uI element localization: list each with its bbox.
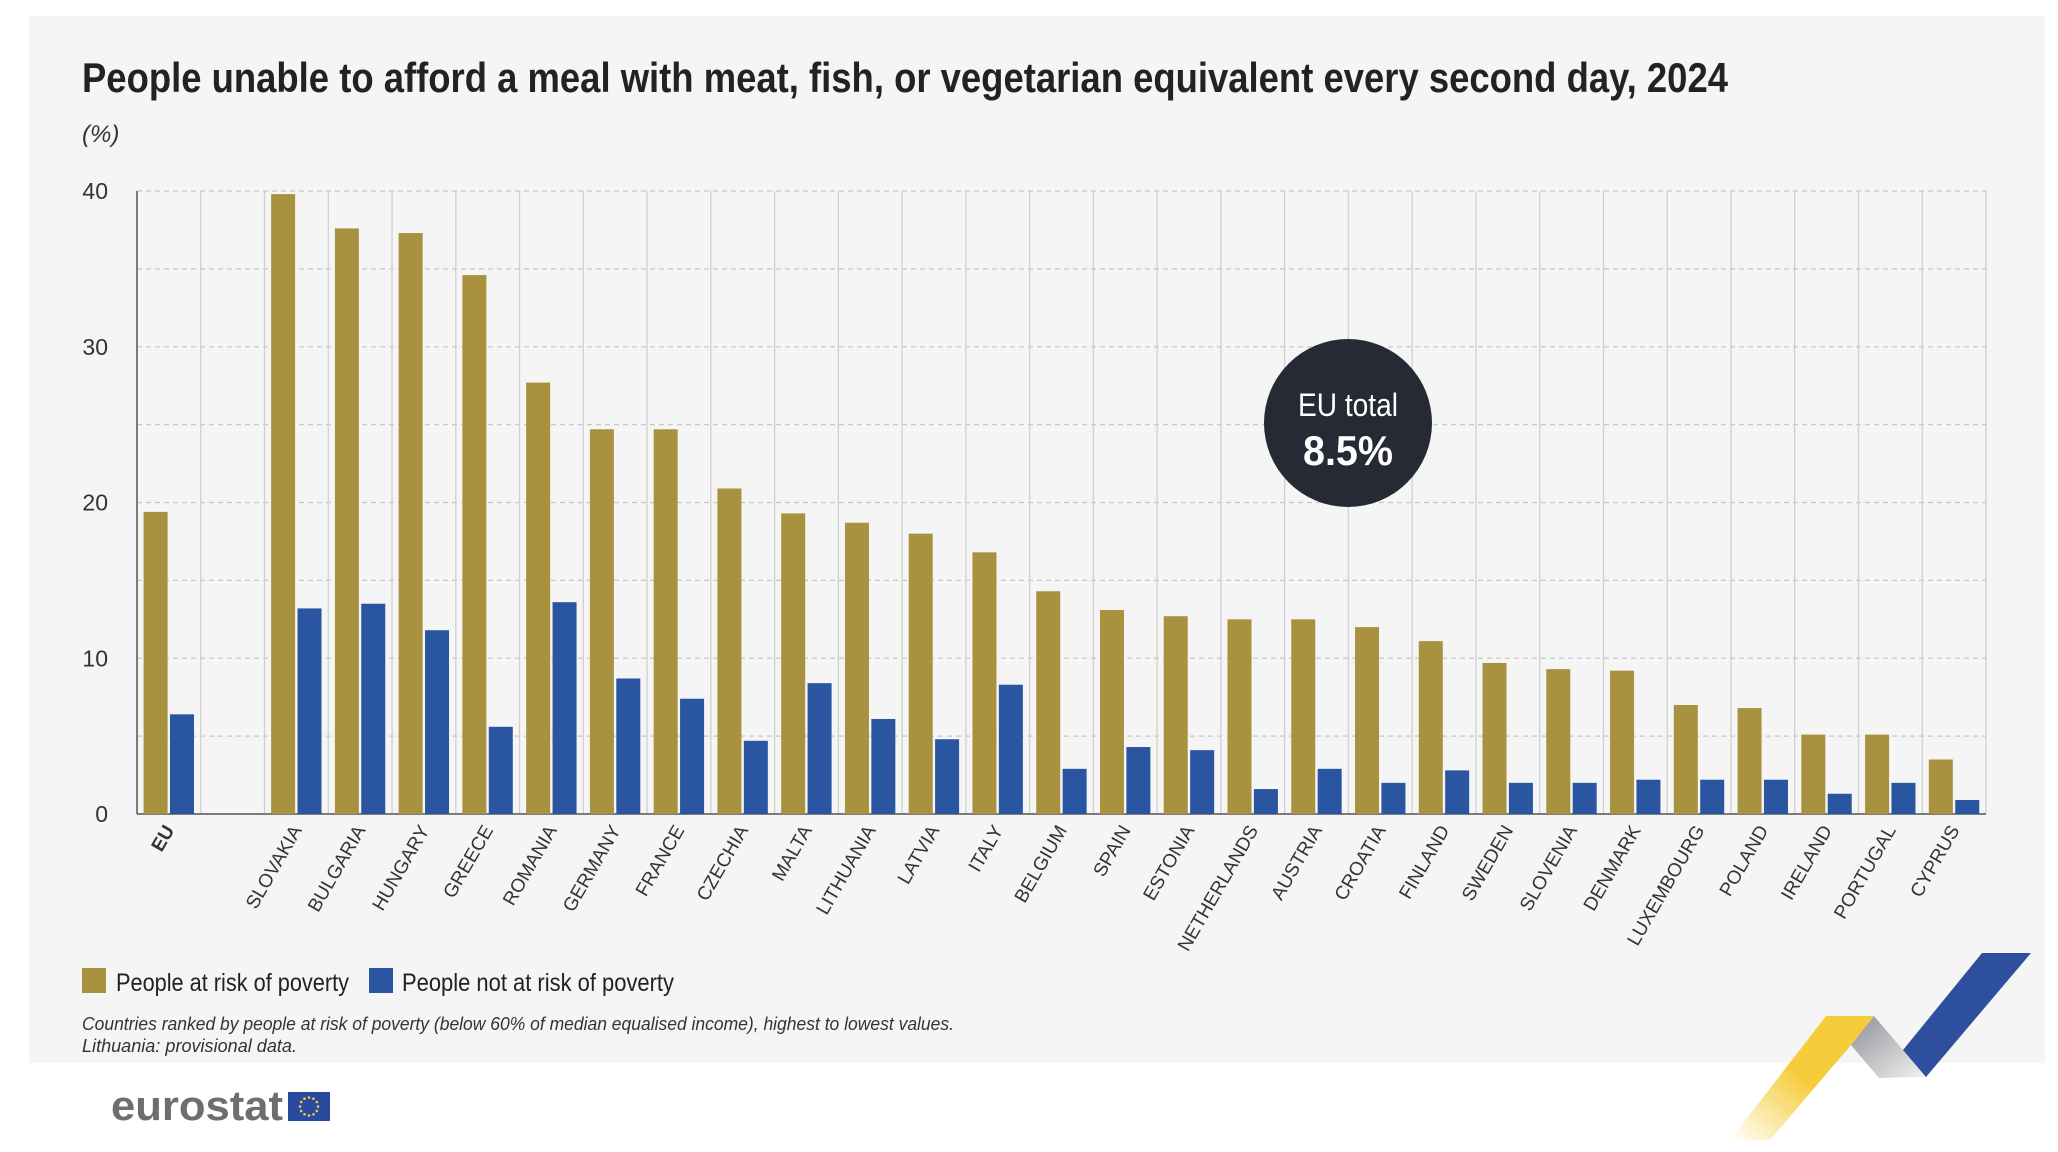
eu-stars-icon xyxy=(298,1096,320,1117)
eu-total-value: 8.5% xyxy=(1303,427,1393,474)
eu-star xyxy=(299,1100,303,1104)
bar-not-at-risk-romania xyxy=(552,602,577,814)
bar-not-at-risk-bulgaria xyxy=(361,603,386,814)
bar-at-risk-latvia xyxy=(908,533,933,814)
bar-at-risk-france xyxy=(653,429,678,814)
bar-at-risk-lithuania xyxy=(844,522,869,814)
bar-not-at-risk-czechia xyxy=(743,740,768,814)
bar-not-at-risk-finland xyxy=(1445,770,1470,814)
bar-not-at-risk-cyprus xyxy=(1955,799,1980,814)
bars xyxy=(143,194,1980,815)
decorative-ribbon xyxy=(1730,953,2031,1140)
bar-not-at-risk-ireland xyxy=(1827,793,1852,814)
chart-title: People unable to afford a meal with meat… xyxy=(82,54,1729,101)
eu-star xyxy=(315,1109,319,1113)
bar-at-risk-italy xyxy=(972,552,997,814)
bar-at-risk-greece xyxy=(462,275,487,815)
bar-not-at-risk-poland xyxy=(1763,779,1788,814)
bar-at-risk-eu xyxy=(143,511,168,814)
eu-star xyxy=(312,1097,315,1101)
bar-at-risk-romania xyxy=(526,382,551,814)
eu-star xyxy=(307,1096,311,1099)
bar-at-risk-denmark xyxy=(1610,670,1635,814)
bar-at-risk-portugal xyxy=(1865,734,1890,814)
bar-not-at-risk-sweden xyxy=(1508,782,1533,814)
bar-not-at-risk-malta xyxy=(807,683,832,814)
bar-not-at-risk-austria xyxy=(1317,768,1342,814)
eurostat-logo: eurostat xyxy=(111,1082,330,1129)
bar-not-at-risk-spain xyxy=(1126,747,1151,814)
bar-not-at-risk-lithuania xyxy=(871,718,896,814)
grid xyxy=(136,190,1987,815)
eu-star xyxy=(303,1112,306,1116)
bar-not-at-risk-greece xyxy=(488,726,513,814)
bar-at-risk-bulgaria xyxy=(334,228,359,814)
bar-not-at-risk-hungary xyxy=(425,630,450,814)
eu-star xyxy=(298,1105,302,1108)
bar-at-risk-spain xyxy=(1099,609,1124,814)
bar-at-risk-netherlands xyxy=(1227,619,1252,814)
bar-not-at-risk-denmark xyxy=(1636,779,1661,814)
bar-not-at-risk-croatia xyxy=(1381,782,1406,814)
y-tick-label: 0 xyxy=(95,801,108,827)
bar-at-risk-germany xyxy=(589,429,614,814)
legend-swatch-at-risk xyxy=(82,968,106,993)
y-tick-label: 40 xyxy=(82,178,108,204)
bar-at-risk-hungary xyxy=(398,233,423,815)
bar-not-at-risk-belgium xyxy=(1062,768,1087,814)
y-tick-label: 20 xyxy=(82,490,108,516)
bar-not-at-risk-eu xyxy=(170,714,194,814)
legend-swatch-not-at-risk xyxy=(369,968,393,993)
bar-not-at-risk-italy xyxy=(998,684,1023,814)
bar-at-risk-luxembourg xyxy=(1673,704,1698,814)
bar-at-risk-malta xyxy=(781,513,806,814)
bar-at-risk-finland xyxy=(1418,641,1443,814)
bar-at-risk-ireland xyxy=(1801,734,1826,814)
eu-star xyxy=(312,1112,315,1116)
y-tick-label: 10 xyxy=(82,645,108,671)
y-axis: 0 10 20 30 40 xyxy=(82,178,108,827)
bar-at-risk-croatia xyxy=(1355,627,1380,814)
bar-not-at-risk-portugal xyxy=(1891,782,1916,814)
eu-total-label: EU total xyxy=(1298,387,1398,423)
eu-star xyxy=(303,1097,306,1101)
y-tick-label: 30 xyxy=(82,334,108,360)
bar-at-risk-austria xyxy=(1291,619,1316,814)
legend-label-not-at-risk: People not at risk of poverty xyxy=(402,969,674,997)
bar-not-at-risk-estonia xyxy=(1190,750,1215,814)
bar-at-risk-cyprus xyxy=(1928,759,1953,814)
eu-total-badge: EU total 8.5% xyxy=(1264,339,1432,507)
bar-not-at-risk-netherlands xyxy=(1253,789,1278,814)
eu-star xyxy=(316,1105,320,1108)
bar-not-at-risk-luxembourg xyxy=(1700,779,1725,814)
eurostat-logo-text: eurostat xyxy=(111,1082,283,1129)
eu-star xyxy=(299,1109,303,1113)
footnote-lithuania: Lithuania: provisional data. xyxy=(82,1036,297,1056)
bar-not-at-risk-slovakia xyxy=(297,608,322,814)
bar-not-at-risk-slovenia xyxy=(1572,782,1597,814)
eu-star xyxy=(307,1114,311,1117)
bar-at-risk-estonia xyxy=(1163,616,1188,814)
bar-at-risk-poland xyxy=(1737,708,1762,814)
legend-label-at-risk: People at risk of poverty xyxy=(116,969,349,997)
eu-star xyxy=(315,1100,319,1104)
bar-not-at-risk-france xyxy=(680,698,705,814)
chart-panel xyxy=(29,16,2045,1063)
bar-at-risk-czechia xyxy=(717,488,742,814)
bar-not-at-risk-germany xyxy=(616,678,641,814)
bar-at-risk-belgium xyxy=(1036,591,1061,814)
footnote-ranking: Countries ranked by people at risk of po… xyxy=(82,1014,954,1034)
bar-at-risk-slovenia xyxy=(1546,669,1571,814)
bar-at-risk-sweden xyxy=(1482,662,1507,814)
legend: People at risk of poverty People not at … xyxy=(82,968,674,997)
unit-label: (%) xyxy=(82,121,119,148)
bar-not-at-risk-latvia xyxy=(935,739,960,814)
bar-at-risk-slovakia xyxy=(271,194,296,815)
